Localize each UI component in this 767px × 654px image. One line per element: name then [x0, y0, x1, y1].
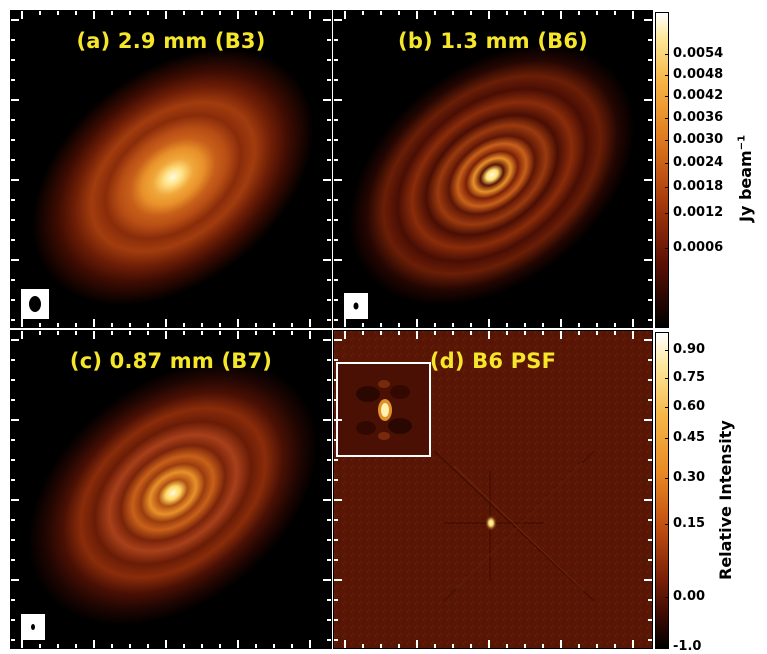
panel-a-title: (a) 2.9 mm (B3) — [76, 29, 266, 53]
colorbar_top-tick-label: 0.0012 — [673, 205, 724, 220]
panel-c: (c) 0.87 mm (B7) — [10, 330, 332, 649]
colorbar-bottom — [655, 332, 669, 649]
colorbar_top-tick-label: 0.0036 — [673, 110, 724, 125]
colorbar_top-tick-mark — [665, 54, 669, 55]
colorbar_top-tick-mark — [665, 96, 669, 97]
colorbar_bottom-tick-label: 0.15 — [673, 516, 706, 531]
colorbar_top-tick-label: 0.0024 — [673, 155, 724, 170]
colorbar_top-tick-mark — [665, 118, 669, 119]
panel-b: (b) 1.3 mm (B6) — [333, 10, 653, 328]
colorbar_bottom-tick-label: 0.00 — [673, 589, 706, 604]
disk-image-c — [11, 331, 331, 648]
panel-b-title: (b) 1.3 mm (B6) — [398, 29, 588, 53]
colorbar_top-tick-mark — [665, 187, 669, 188]
colorbar_bottom-tick-mark — [665, 378, 669, 379]
colorbar_bottom-tick-label: 0.45 — [673, 430, 706, 445]
colorbar-bottom-title: Relative Intensity — [716, 420, 735, 580]
psf-image — [334, 331, 652, 648]
colorbar_top-tick-mark — [665, 248, 669, 249]
colorbar-top-title: Jy beam−1 — [736, 135, 755, 222]
colorbar_top-tick-mark — [665, 213, 669, 214]
colorbar_bottom-tick-label: 0.30 — [673, 470, 706, 485]
colorbar_bottom-tick-label: 0.60 — [673, 399, 706, 414]
beam-ellipse-c — [21, 614, 45, 640]
panel-a: (a) 2.9 mm (B3) — [10, 10, 332, 328]
panel-d: (d) B6 PSF — [333, 330, 653, 649]
colorbar_bottom-tick-mark — [665, 647, 669, 648]
colorbar_bottom-tick-mark — [665, 478, 669, 479]
colorbar_top-tick-label: 0.0030 — [673, 132, 724, 147]
colorbar_bottom-tick-mark — [665, 597, 669, 598]
psf-inset — [336, 362, 431, 457]
colorbar_bottom-tick-mark — [665, 438, 669, 439]
colorbar_bottom-tick-label: -1.0 — [673, 639, 702, 654]
colorbar_bottom-tick-mark — [665, 407, 669, 408]
colorbar-top-title-text: Jy beam — [736, 150, 755, 222]
colorbar_top-tick-label: 0.0006 — [673, 240, 724, 255]
colorbar_top-tick-label: 0.0054 — [673, 46, 724, 61]
colorbar_top-tick-mark — [665, 140, 669, 141]
disk-image-a — [11, 11, 331, 327]
colorbar_bottom-tick-label: 0.75 — [673, 370, 706, 385]
colorbar_bottom-tick-label: 0.90 — [673, 342, 706, 357]
colorbar_top-tick-mark — [665, 163, 669, 164]
beam-ellipse-a — [21, 289, 49, 319]
beam-ellipse-b — [344, 293, 368, 319]
colorbar_top-tick-label: 0.0048 — [673, 67, 724, 82]
colorbar_bottom-tick-mark — [665, 524, 669, 525]
colorbar_bottom-tick-mark — [665, 350, 669, 351]
colorbar_top-tick-mark — [665, 75, 669, 76]
disk-image-b — [334, 11, 652, 327]
colorbar_top-tick-label: 0.0018 — [673, 179, 724, 194]
colorbar-top — [655, 12, 669, 328]
colorbar-top-title-exponent: −1 — [736, 134, 748, 151]
panel-d-title: (d) B6 PSF — [429, 349, 557, 373]
panel-c-title: (c) 0.87 mm (B7) — [69, 349, 273, 373]
colorbar_top-tick-label: 0.0042 — [673, 88, 724, 103]
